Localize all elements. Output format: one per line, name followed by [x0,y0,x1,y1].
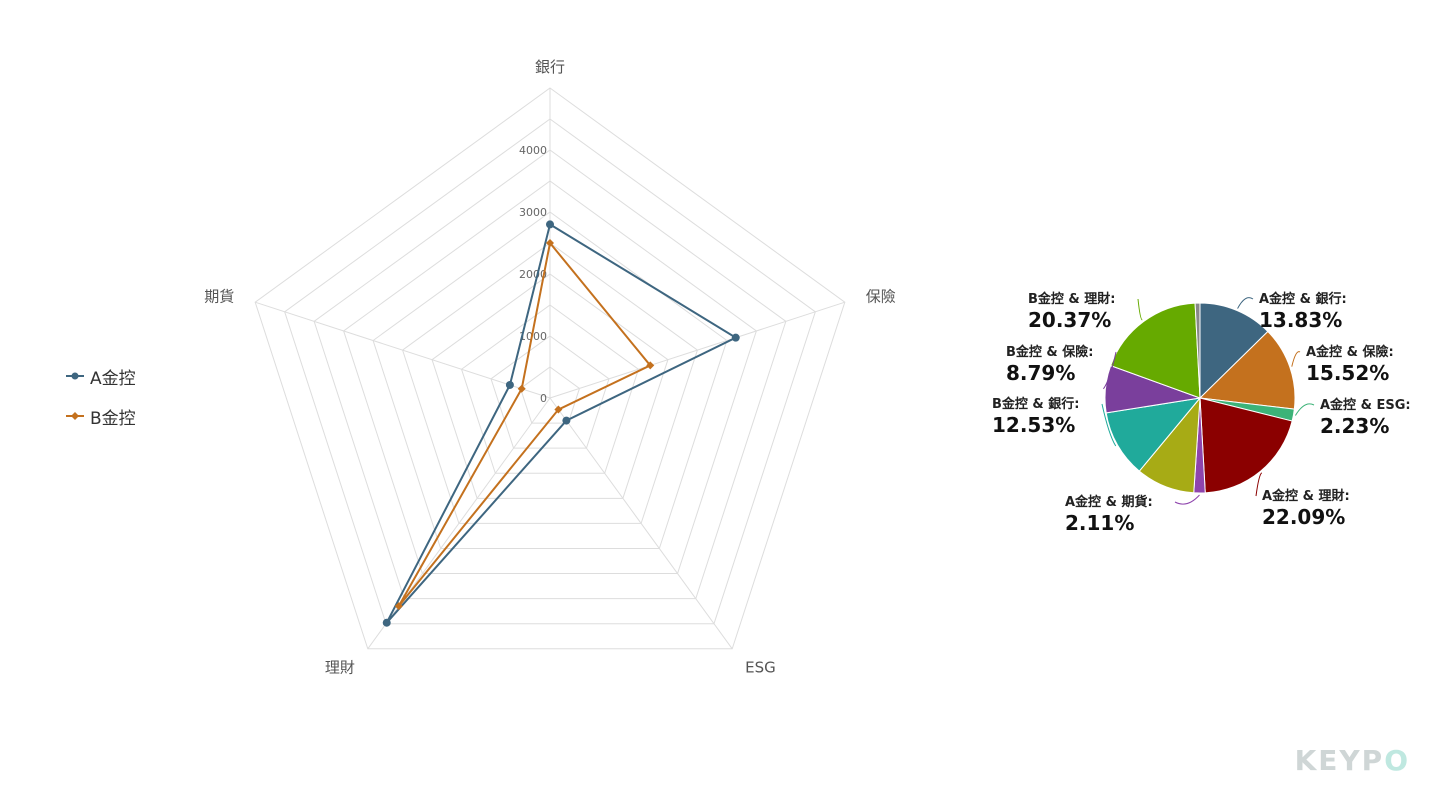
radar-tick-label: 2000 [519,268,547,281]
radar-point [394,602,403,611]
radar-grid-ring [313,149,787,600]
pie-chart: A金控 & 銀行:13.83% A金控 & 保險:15.52% A金控 & ESG:… [992,291,1411,535]
radar-tick-label: 4000 [519,144,547,157]
radar-grid-ring [284,118,816,625]
legend-marker-circle-icon [66,372,84,380]
radar-spoke [255,301,551,399]
legend-label-series-b: B金控 [90,408,136,429]
radar-point [646,361,655,370]
pie-slice-label: A金控 & 期貨: [1065,494,1153,510]
radar-point [554,405,563,414]
radar-point [517,384,526,393]
radar-grid-ring [343,180,757,575]
radar-grid-ring [519,366,581,424]
pie-slice-label: B金控 & 保險: [1006,344,1094,360]
radar-grid-ring [254,87,846,650]
radar-point [562,416,571,425]
radar-point [382,618,391,627]
radar-point [546,239,554,247]
radar-spoke [549,397,733,650]
radar-grid-ring [401,242,699,524]
pie-slice-value: 13.83% [1259,308,1342,332]
pie-label-connector [1137,298,1143,321]
radar-axis-label: 保險 [866,287,896,305]
keypo-logo: KEYPO [1294,744,1410,777]
radar-axis-label: 期貨 [204,287,234,305]
pie-slice-value: 2.23% [1320,414,1389,438]
pie-slice [1199,302,1269,400]
legend-label-series-a: A金控 [90,368,136,389]
legend-item-series-b[interactable]: B金控 [66,396,136,436]
radar-point [731,333,740,342]
pie-slice-value: 12.53% [992,413,1075,437]
radar-grid-ring [460,304,640,474]
radar-grid-ring [490,335,610,449]
pie-slice [1110,302,1201,399]
pie-slice-value: 20.37% [1028,308,1111,332]
pie-slice-label: A金控 & 銀行: [1259,291,1347,307]
radar-point [546,220,554,229]
radar-spoke [549,301,845,399]
pie-slice [1199,397,1293,494]
pie-slice-label: B金控 & 理財: [1028,291,1116,307]
pie-slice-value: 22.09% [1262,505,1345,529]
radar-series-line [385,222,738,624]
legend-marker-diamond-icon [66,412,84,420]
pie-label-connector [1174,494,1200,505]
radar-axis-label: 銀行 [535,58,565,76]
radar-tick-label: 0 [540,392,547,405]
radar-tick-label: 3000 [519,206,547,219]
pie-label-connector [1237,297,1254,309]
radar-series-line [397,240,652,607]
legend-item-series-a[interactable]: A金控 [66,356,136,396]
pie-slice [1194,302,1201,399]
pie-label-connector [1255,472,1263,497]
pie-label-connector [1103,351,1117,390]
pie-slice-value: 15.52% [1306,361,1389,385]
radar-grid-ring [372,211,728,549]
pie-slice-label: A金控 & ESG: [1320,397,1411,413]
pie-label-connector [1294,403,1315,416]
radar-legend: A金控 B金控 [66,356,136,436]
pie-label-connector [1291,351,1301,367]
radar-tick-label: 1000 [519,330,547,343]
pie-slice-label: A金控 & 理財: [1262,488,1350,504]
pie-label-connector [1101,403,1117,447]
pie-slice [1198,330,1296,410]
radar-grid-ring [431,273,669,499]
pie-slice-label: A金控 & 保險: [1306,344,1394,360]
pie-slice-value: 8.79% [1006,361,1075,385]
pie-slice-label: B金控 & 銀行: [992,396,1080,412]
radar-axis-label: ESG [745,659,776,677]
radar-point [505,380,514,389]
pie-slice [1105,397,1202,472]
radar-axis-label: 理財 [325,659,355,677]
pie-slice-value: 2.11% [1065,511,1134,535]
